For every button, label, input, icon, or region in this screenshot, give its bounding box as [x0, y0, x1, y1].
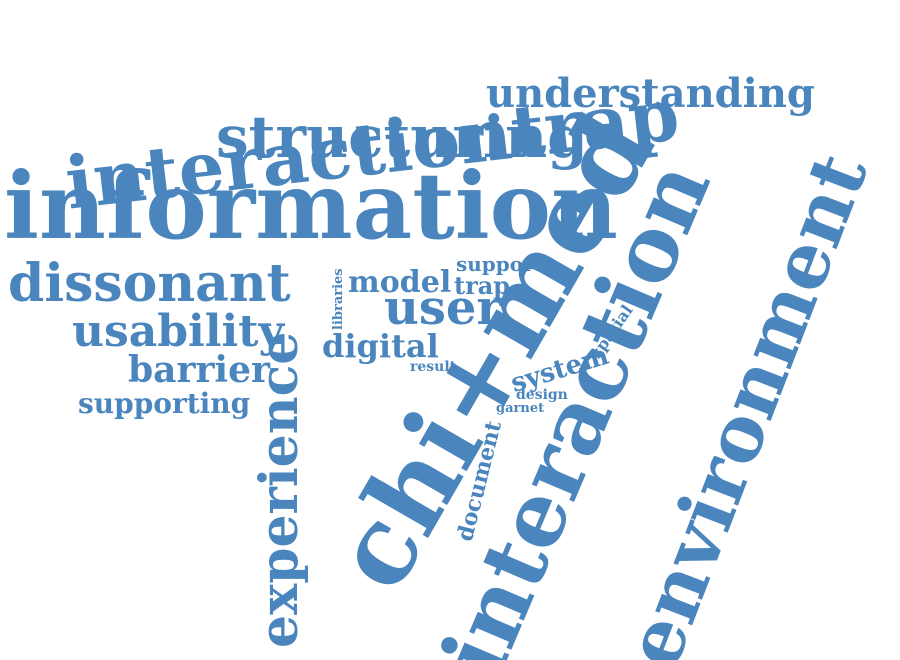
word-trap: trap — [454, 271, 511, 300]
word-supporting: supporting — [78, 387, 251, 420]
word-information: information — [4, 152, 618, 260]
word-libraries: libraries — [331, 268, 346, 330]
word-design: design — [516, 387, 568, 403]
word-experience: experience — [249, 331, 310, 648]
word-user: user — [384, 280, 502, 336]
word-understanding: understanding — [486, 70, 815, 117]
word-digital: digital — [322, 327, 439, 365]
word-dissonant: dissonant — [8, 253, 291, 314]
word-model: model — [348, 265, 452, 300]
word-support: support — [456, 252, 543, 276]
word-usability: usability — [72, 306, 285, 357]
word-structuring: structuring — [216, 103, 588, 171]
word-garnet: garnet — [496, 401, 545, 416]
word-result: result — [410, 359, 457, 375]
word-barrier: barrier — [128, 349, 270, 391]
